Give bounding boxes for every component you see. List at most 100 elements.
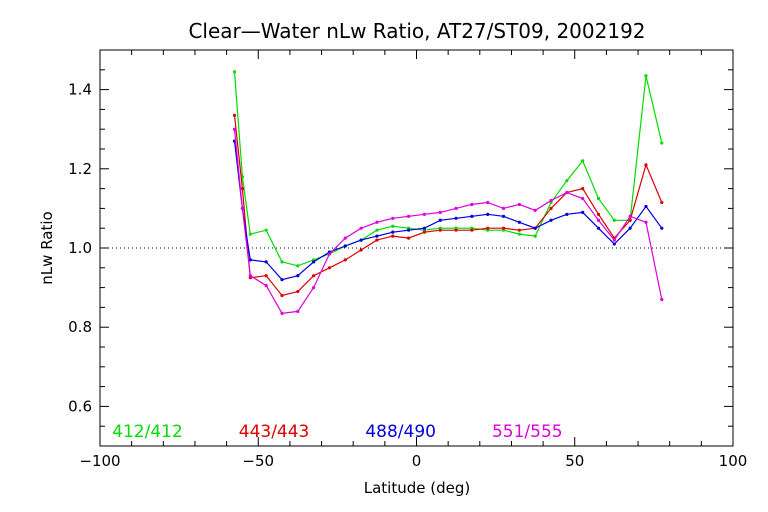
data-point xyxy=(438,210,442,214)
data-point xyxy=(375,228,379,232)
data-point xyxy=(565,212,569,216)
data-point xyxy=(549,206,553,210)
data-point xyxy=(343,236,347,240)
data-point xyxy=(296,309,300,313)
data-point xyxy=(565,179,569,183)
data-point xyxy=(312,286,316,290)
data-point xyxy=(612,218,616,222)
data-point xyxy=(359,226,363,230)
data-point xyxy=(549,198,553,203)
data-point xyxy=(343,244,347,248)
data-point xyxy=(248,232,252,236)
x-tick-label: −100 xyxy=(79,452,120,470)
axis-ticks xyxy=(99,50,734,446)
data-point xyxy=(486,226,490,230)
data-point xyxy=(248,258,252,262)
data-point xyxy=(240,206,245,210)
data-point xyxy=(644,220,648,224)
series-line-1 xyxy=(233,115,663,297)
legend-entry: 412/412 xyxy=(112,422,183,442)
data-point xyxy=(264,228,268,232)
data-point xyxy=(312,260,316,264)
data-point xyxy=(596,212,601,216)
data-point xyxy=(296,289,300,294)
data-point xyxy=(422,212,427,216)
legend: 412/412 443/443 488/490 551/555 xyxy=(112,422,562,442)
data-point xyxy=(486,212,490,216)
data-point xyxy=(327,266,332,270)
data-point xyxy=(533,234,537,238)
series-line-0 xyxy=(233,71,663,267)
data-point xyxy=(343,258,347,262)
data-point xyxy=(501,206,506,210)
data-point xyxy=(406,236,411,240)
data-point xyxy=(312,274,316,278)
y-tick-label: 1.2 xyxy=(68,160,92,178)
data-point xyxy=(565,190,569,195)
y-tick-label: 0.6 xyxy=(68,397,92,415)
data-point xyxy=(359,238,363,242)
data-point xyxy=(628,218,632,222)
data-point xyxy=(391,234,395,238)
data-point xyxy=(232,70,237,74)
x-tick-label: 100 xyxy=(719,452,748,470)
data-point xyxy=(501,214,506,218)
data-point xyxy=(470,202,474,207)
data-point xyxy=(517,228,521,232)
data-point xyxy=(375,238,379,242)
data-point xyxy=(454,228,458,232)
x-tick-label: −50 xyxy=(242,452,274,470)
data-point xyxy=(327,252,332,256)
data-point xyxy=(422,230,427,234)
data-point xyxy=(660,297,664,302)
data-point xyxy=(486,200,490,205)
data-point xyxy=(612,238,616,242)
data-point xyxy=(470,228,474,232)
data-point xyxy=(375,234,379,238)
y-tick-label: 1.0 xyxy=(68,239,92,257)
data-point xyxy=(660,141,664,145)
data-point xyxy=(359,248,363,252)
data-point xyxy=(280,278,284,282)
legend-entry: 551/555 xyxy=(492,422,563,442)
data-point xyxy=(438,228,442,232)
data-point xyxy=(296,264,300,268)
data-point xyxy=(533,226,537,230)
data-point xyxy=(517,220,521,224)
data-point xyxy=(232,127,237,131)
data-point xyxy=(517,232,521,236)
y-axis-label: nLw Ratio xyxy=(38,211,56,284)
data-point xyxy=(391,230,395,234)
legend-entry: 443/443 xyxy=(239,422,310,442)
data-point xyxy=(644,204,648,209)
x-axis-label: Latitude (deg) xyxy=(364,479,470,497)
data-point xyxy=(280,293,284,298)
legend-entry: 488/490 xyxy=(365,422,436,442)
data-point xyxy=(628,226,632,230)
data-point xyxy=(248,274,252,278)
data-point xyxy=(406,214,411,218)
data-point xyxy=(391,224,395,228)
data-point xyxy=(660,200,664,205)
data-point xyxy=(660,226,664,230)
data-point xyxy=(264,274,268,278)
data-point xyxy=(628,214,632,218)
data-point xyxy=(581,196,585,201)
data-point xyxy=(280,260,284,264)
data-point xyxy=(240,187,245,191)
data-point xyxy=(232,113,237,117)
data-point xyxy=(581,187,585,191)
series-group xyxy=(232,70,664,315)
data-point xyxy=(549,218,553,222)
data-point xyxy=(581,210,585,214)
chart-title: Clear—Water nLw Ratio, AT27/ST09, 200219… xyxy=(188,19,645,43)
y-tick-label: 1.4 xyxy=(68,81,92,99)
data-point xyxy=(533,208,537,212)
data-point xyxy=(375,220,379,224)
x-tick-label: 0 xyxy=(412,452,422,470)
data-point xyxy=(501,226,506,230)
data-point xyxy=(391,216,395,220)
data-point xyxy=(280,311,284,315)
data-point xyxy=(454,206,458,210)
data-point xyxy=(438,218,442,222)
